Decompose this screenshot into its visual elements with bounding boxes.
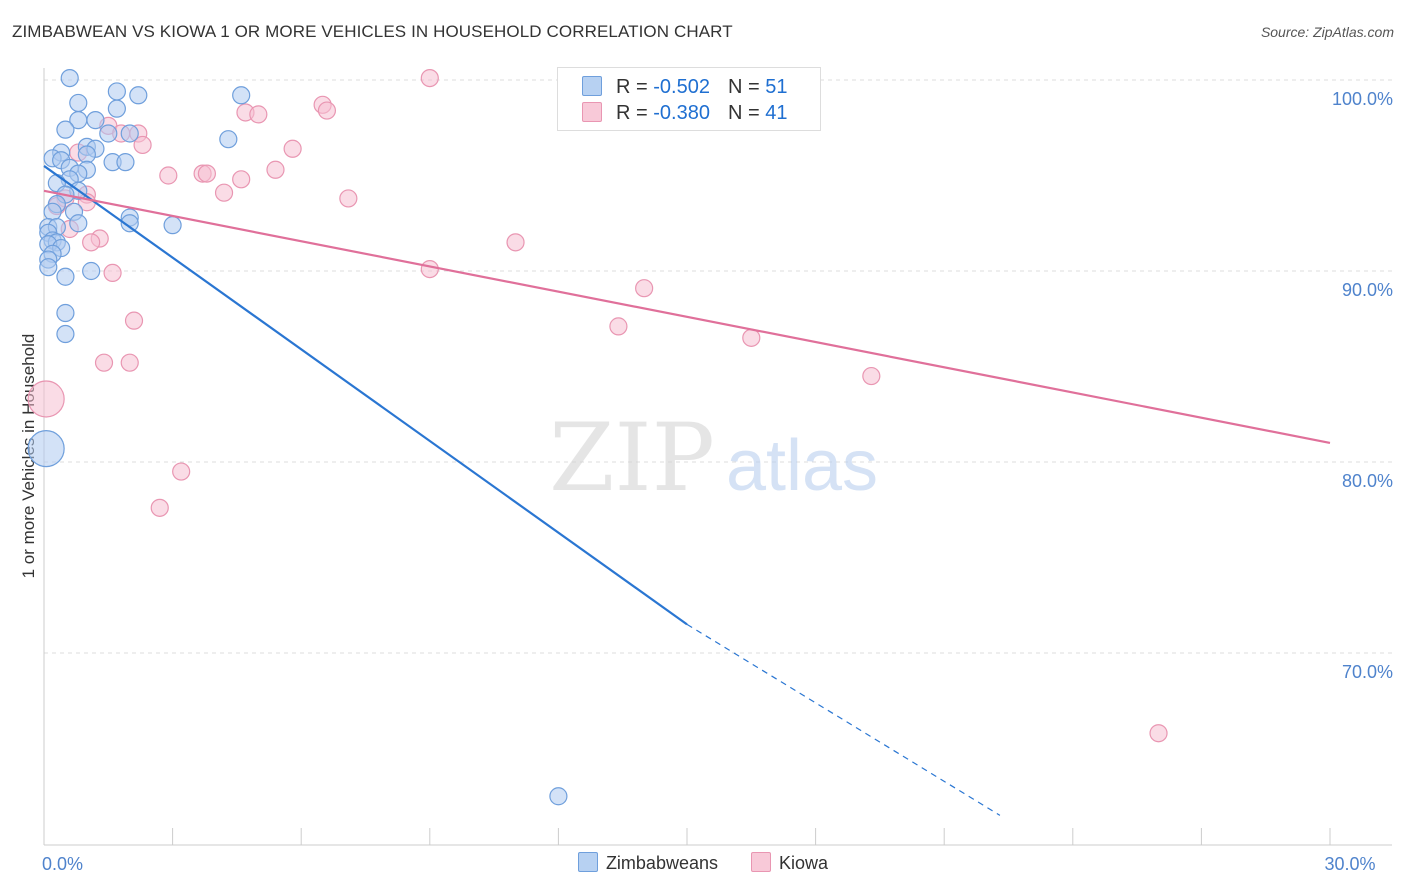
data-point — [133, 135, 152, 155]
source-label: Source: ZipAtlas.com — [1260, 24, 1394, 40]
data-point — [159, 166, 178, 185]
legend-row-zimbabweans: R = -0.502 N = 51 — [582, 76, 787, 100]
data-point — [283, 139, 302, 158]
data-point — [82, 233, 101, 252]
data-point — [219, 130, 238, 149]
legend-label: Zimbabweans — [605, 853, 718, 873]
data-point — [86, 111, 105, 130]
data-point — [107, 82, 126, 101]
data-point — [1149, 724, 1168, 743]
legend-row-kiowa: R = -0.380 N = 41 — [582, 102, 787, 126]
x-tick-labels: 0.0% 30.0% — [42, 854, 1376, 874]
y-tick-labels: 70.0% 80.0% 90.0% 100.0% — [1332, 89, 1393, 682]
data-point — [249, 105, 268, 124]
data-point — [39, 258, 58, 277]
data-point — [82, 261, 101, 281]
data-point — [43, 202, 62, 221]
data-point — [420, 259, 439, 279]
y-tick-label: 90.0% — [1342, 280, 1393, 300]
n-value: 51 — [765, 76, 788, 98]
data-point — [635, 279, 654, 298]
r-label: R = — [616, 76, 654, 98]
data-point — [56, 324, 75, 344]
data-point — [339, 189, 358, 208]
data-point — [214, 183, 234, 202]
blue-swatch — [577, 852, 598, 872]
n-label: N = — [727, 102, 766, 124]
zimbabwean-points — [27, 68, 568, 806]
watermark: ZIP atlas — [549, 404, 878, 513]
r-value: -0.502 — [653, 76, 710, 98]
data-point — [27, 430, 65, 468]
data-point — [27, 380, 65, 418]
data-point — [609, 317, 628, 336]
zimbabwean-trend-line — [43, 165, 688, 626]
x-tick-label: 30.0% — [1324, 854, 1375, 874]
data-point — [56, 120, 75, 139]
data-point — [120, 353, 139, 372]
kiowa-trend-line — [43, 189, 1331, 444]
data-point — [69, 93, 88, 113]
correlation-legend: R = -0.502 N = 51 R = -0.380 N = 41 — [557, 67, 821, 131]
grid-lines — [44, 79, 1392, 654]
data-point — [77, 145, 96, 164]
blue-swatch — [582, 76, 602, 96]
data-point — [420, 68, 439, 88]
data-point — [94, 353, 114, 372]
y-tick-label: 80.0% — [1342, 471, 1393, 491]
n-value: 41 — [765, 102, 788, 124]
data-point — [862, 366, 881, 386]
data-point — [99, 124, 118, 143]
watermark-atlas: atlas — [726, 426, 878, 506]
data-point — [150, 498, 169, 517]
data-point — [197, 164, 216, 183]
data-point — [506, 233, 525, 252]
data-point — [232, 170, 251, 189]
data-point — [266, 160, 285, 179]
data-point — [317, 101, 337, 120]
series-legend: Zimbabweans Kiowa — [0, 852, 1406, 874]
watermark-zip: ZIP — [549, 404, 715, 513]
y-tick-label: 70.0% — [1342, 662, 1393, 682]
legend-label: Kiowa — [779, 853, 829, 873]
pink-swatch — [582, 102, 602, 122]
data-point — [172, 462, 191, 481]
x-tick-label: 0.0% — [42, 854, 83, 874]
data-point — [163, 216, 182, 235]
n-label: N = — [727, 76, 766, 98]
y-tick-label: 100.0% — [1332, 89, 1393, 109]
data-point — [120, 124, 139, 143]
data-point — [116, 153, 135, 172]
data-point — [742, 328, 761, 347]
legend-item-zimbabweans: Zimbabweans — [577, 852, 718, 874]
data-point — [232, 86, 251, 105]
data-point — [103, 263, 122, 283]
data-point — [69, 214, 88, 233]
data-point — [56, 303, 75, 323]
data-point — [107, 99, 126, 118]
data-point — [56, 267, 75, 286]
legend-item-kiowa: Kiowa — [751, 852, 828, 874]
r-value: -0.380 — [653, 102, 710, 124]
data-point — [549, 787, 568, 806]
trend-lines — [43, 165, 1331, 816]
data-point — [129, 86, 148, 105]
chart-title: ZIMBABWEAN VS KIOWA 1 OR MORE VEHICLES I… — [12, 22, 733, 41]
data-point — [60, 68, 79, 88]
data-point — [124, 311, 144, 330]
r-label: R = — [616, 102, 654, 124]
pink-swatch — [751, 852, 772, 872]
data-point — [120, 214, 139, 233]
